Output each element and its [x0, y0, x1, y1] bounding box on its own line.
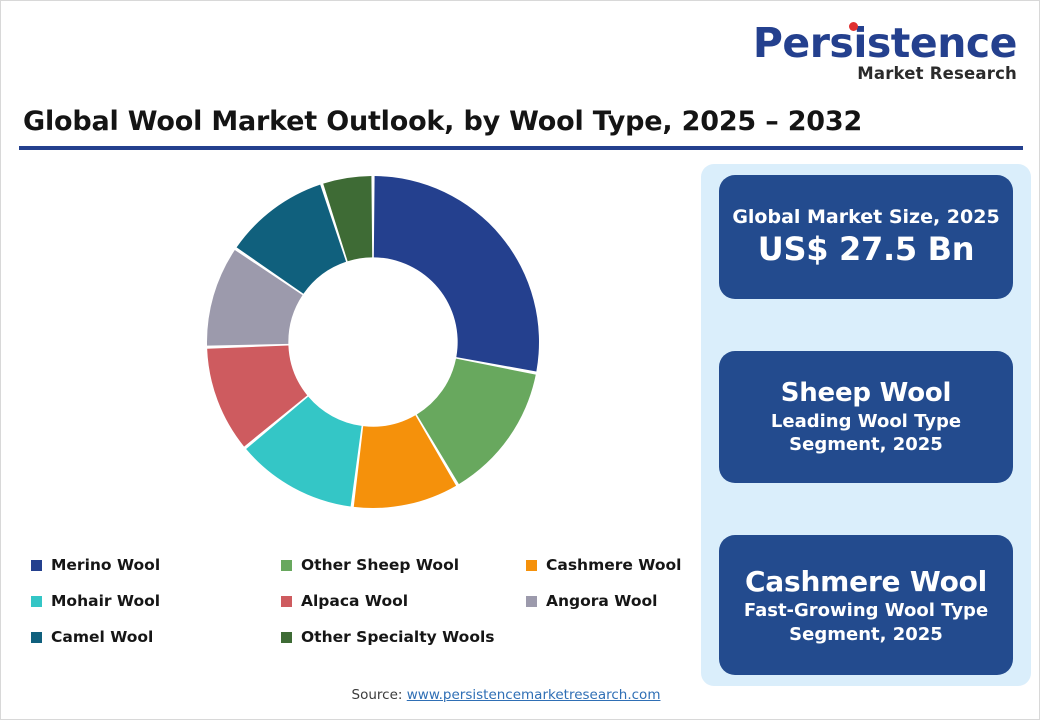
- legend-item-camel-wool[interactable]: Camel Wool: [31, 628, 281, 646]
- donut-slice[interactable]: [353, 415, 457, 509]
- legend-item-label: Mohair Wool: [51, 592, 161, 610]
- title-divider: [19, 146, 1023, 150]
- donut-chart-svg: [207, 176, 539, 509]
- legend-swatch-icon: [526, 559, 537, 571]
- donut-slice-group: [207, 176, 539, 509]
- source-note: Source: www.persistencemarketresearch.co…: [1, 687, 1011, 703]
- donut-slice[interactable]: [207, 345, 308, 447]
- legend-item-other-specialty-wools[interactable]: Other Specialty Wools: [281, 628, 526, 646]
- donut-slice[interactable]: [373, 176, 539, 372]
- legend-swatch-icon: [31, 595, 42, 607]
- source-link[interactable]: www.persistencemarketresearch.com: [406, 687, 661, 703]
- legend-item-angora-wool[interactable]: Angora Wool: [526, 592, 681, 610]
- legend-swatch-icon: [281, 559, 292, 571]
- brand-name: Persistence: [752, 19, 1018, 67]
- legend-item-merino-wool[interactable]: Merino Wool: [31, 556, 281, 574]
- donut-slice[interactable]: [207, 250, 303, 346]
- donut-slice[interactable]: [246, 396, 362, 507]
- market-size-value: US$ 27.5 Bn: [757, 229, 975, 268]
- donut-slice[interactable]: [236, 184, 347, 294]
- donut-slice[interactable]: [416, 358, 536, 485]
- source-label: Source:: [351, 687, 403, 703]
- legend-item-label: Merino Wool: [51, 556, 161, 574]
- legend-item-label: Cashmere Wool: [546, 556, 682, 574]
- legend-swatch-icon: [281, 595, 292, 607]
- brand-logo: Persistence Market Research: [752, 19, 1018, 83]
- fast-growing-segment-name: Cashmere Wool: [744, 565, 988, 599]
- fast-growing-segment-desc-line2: Segment, 2025: [789, 623, 943, 645]
- legend-item-mohair-wool[interactable]: Mohair Wool: [31, 592, 281, 610]
- legend-item-alpaca-wool[interactable]: Alpaca Wool: [281, 592, 526, 610]
- market-size-label: Global Market Size, 2025: [732, 205, 1000, 228]
- legend-item-label: Alpaca Wool: [301, 592, 409, 610]
- market-size-card: Global Market Size, 2025 US$ 27.5 Bn: [719, 175, 1013, 299]
- legend-item-label: Camel Wool: [51, 628, 154, 646]
- chart-legend: Merino Wool Other Sheep Wool Cashmere Wo…: [31, 547, 681, 655]
- legend-item-other-sheep-wool[interactable]: Other Sheep Wool: [281, 556, 526, 574]
- leading-segment-card: Sheep Wool Leading Wool Type Segment, 20…: [719, 351, 1013, 483]
- highlights-panel: Global Market Size, 2025 US$ 27.5 Bn She…: [701, 164, 1031, 686]
- fast-growing-segment-desc-line1: Fast-Growing Wool Type: [743, 600, 989, 622]
- legend-item-label: Other Specialty Wools: [301, 628, 495, 646]
- legend-item-label: Angora Wool: [546, 592, 658, 610]
- leading-segment-desc-line1: Leading Wool Type: [770, 410, 962, 432]
- donut-slice[interactable]: [323, 176, 373, 262]
- donut-chart: [206, 175, 540, 509]
- legend-item-label: Other Sheep Wool: [301, 556, 460, 574]
- fast-growing-segment-card: Cashmere Wool Fast-Growing Wool Type Seg…: [719, 535, 1013, 675]
- legend-item-cashmere-wool[interactable]: Cashmere Wool: [526, 556, 681, 574]
- legend-swatch-icon: [31, 631, 42, 643]
- brand-dot-icon: [848, 22, 858, 31]
- brand-tagline: Market Research: [857, 64, 1017, 83]
- leading-segment-desc-line2: Segment, 2025: [789, 434, 943, 456]
- leading-segment-name: Sheep Wool: [780, 378, 952, 409]
- legend-swatch-icon: [31, 559, 42, 571]
- legend-swatch-icon: [526, 595, 537, 607]
- page-title: Global Wool Market Outlook, by Wool Type…: [23, 106, 863, 137]
- legend-swatch-icon: [281, 631, 292, 643]
